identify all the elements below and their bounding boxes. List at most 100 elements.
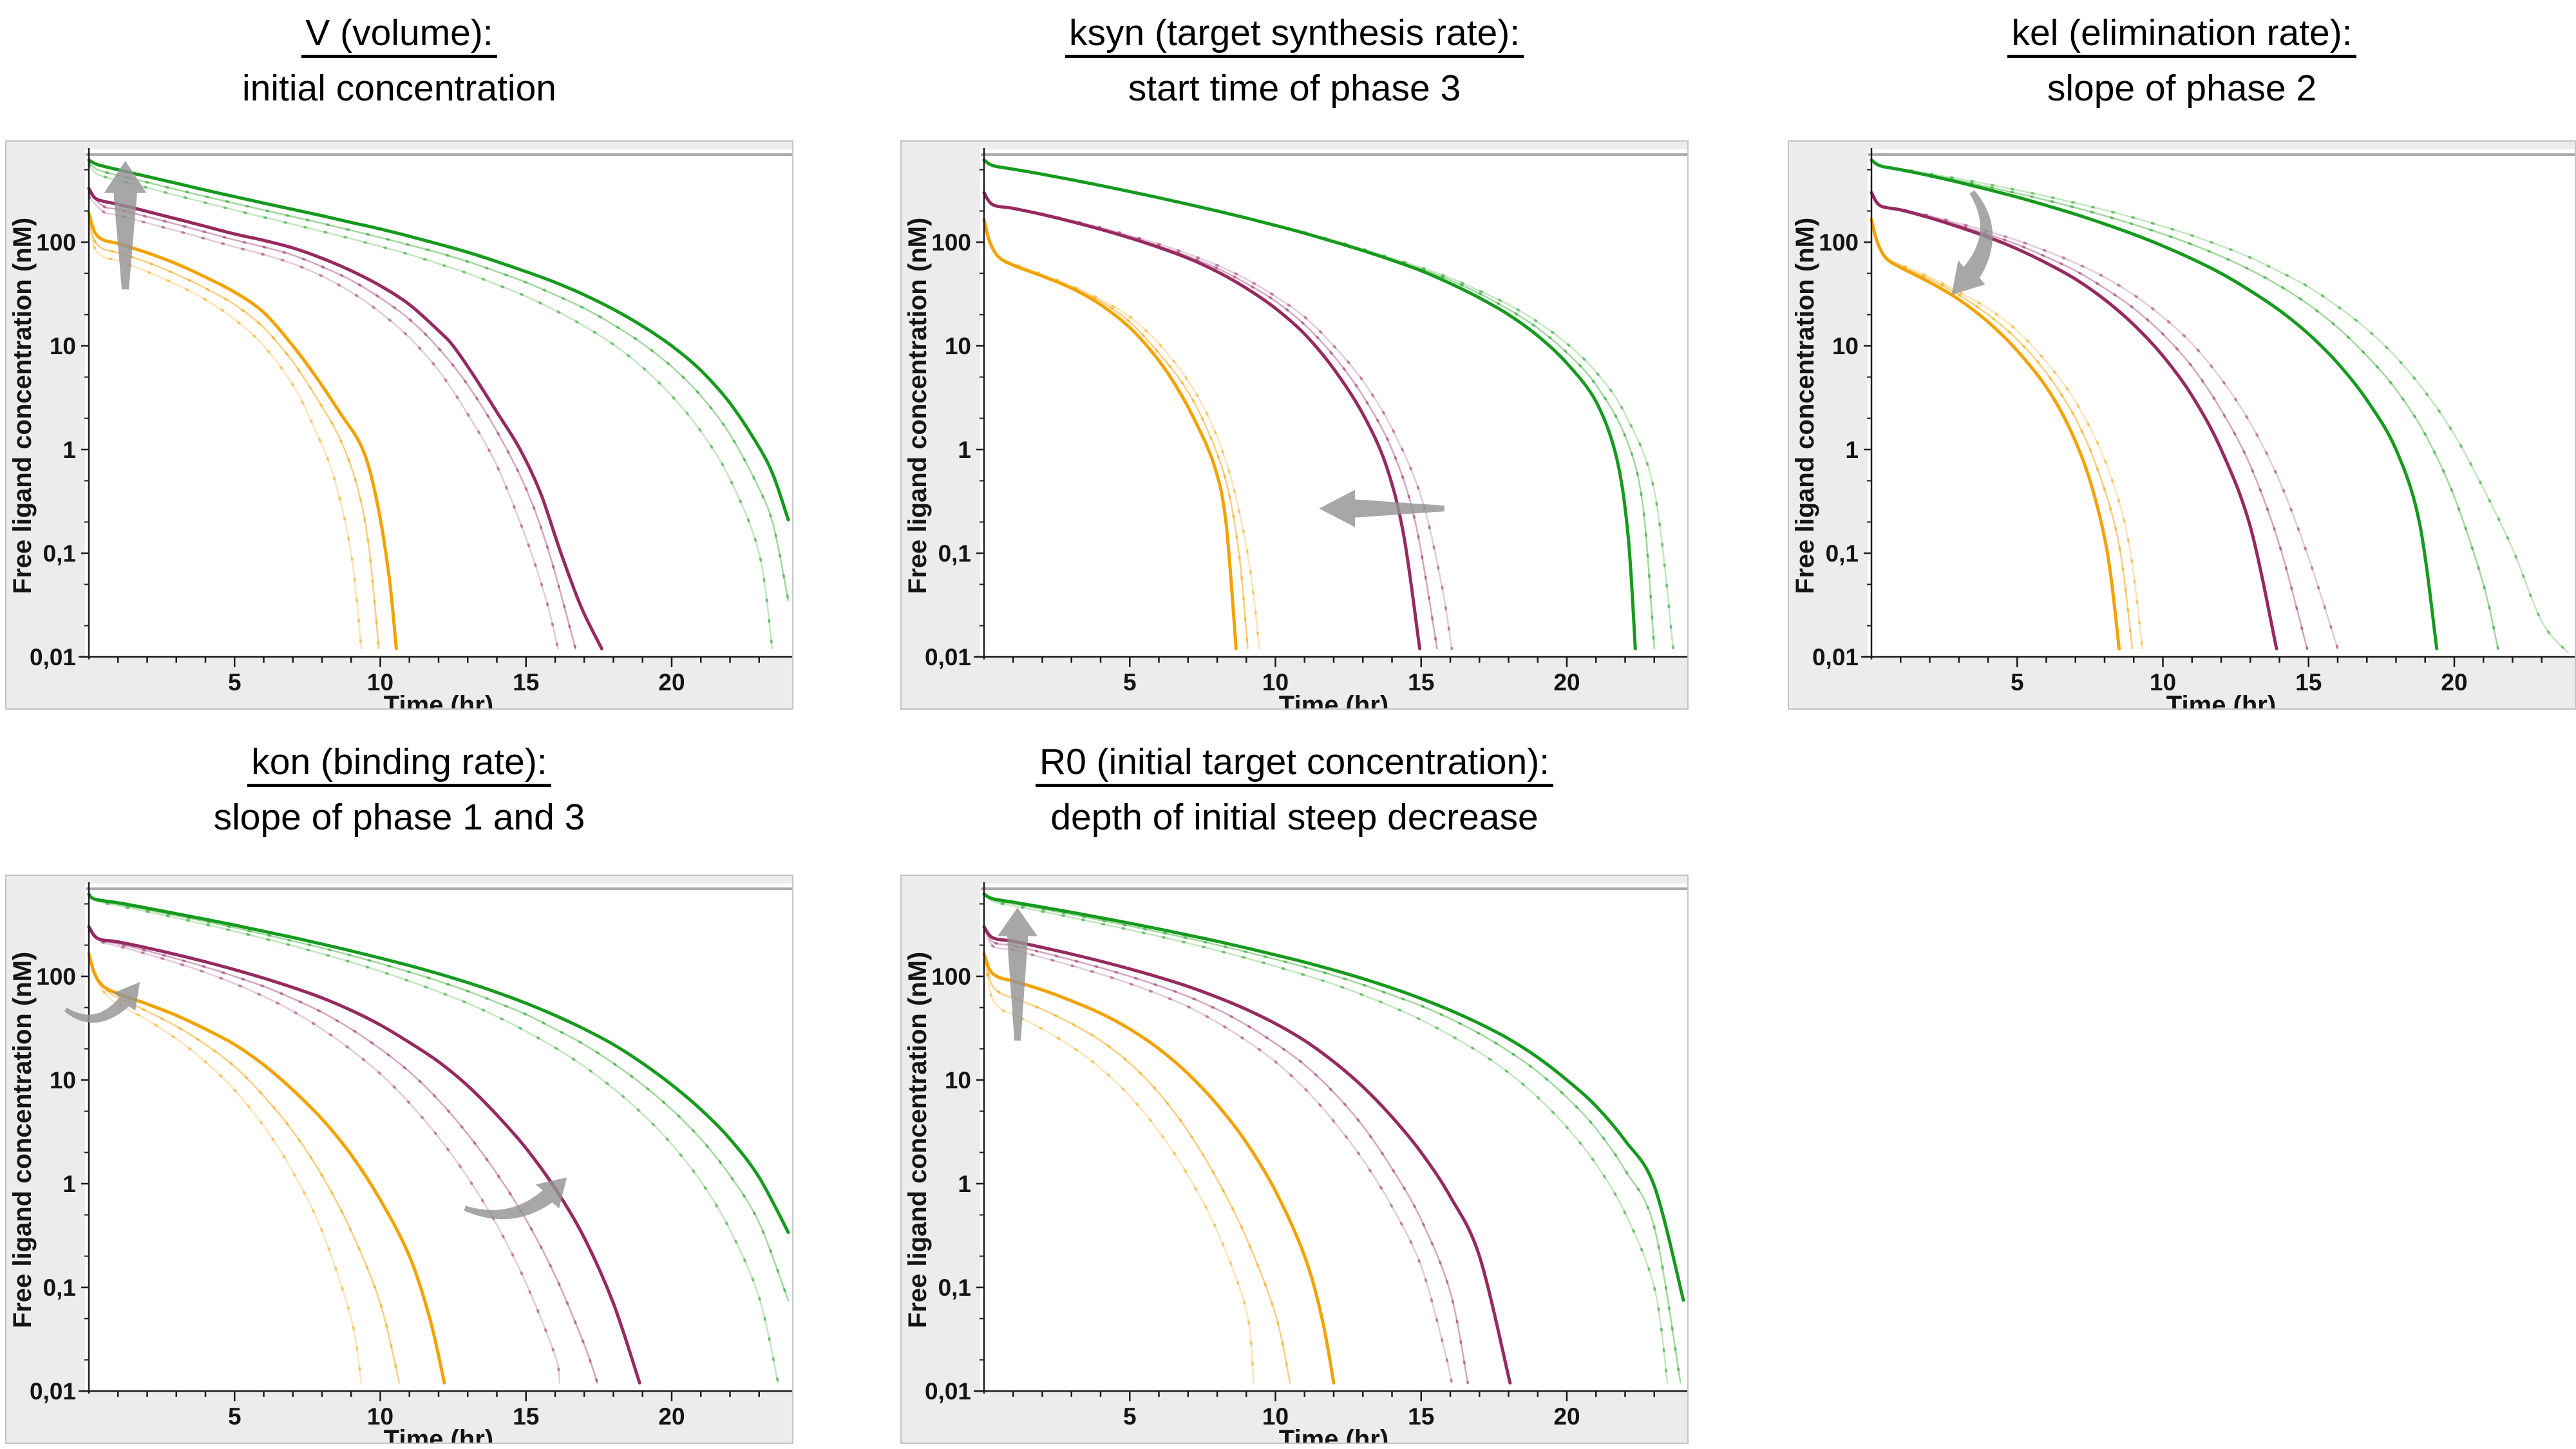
svg-text:0,01: 0,01 — [30, 644, 76, 670]
chart-title-ksyn-line2: start time of phase 3 — [1128, 68, 1461, 109]
svg-text:1: 1 — [958, 1171, 971, 1197]
chart-title-v-line1: V (volume): — [5, 5, 793, 61]
chart-panel-kel: 5 10 15 20 100 10 1 0,1 0,01 Time (hr) Free ligand… — [1788, 140, 2576, 710]
svg-text:100: 100 — [36, 963, 76, 990]
svg-text:10: 10 — [50, 333, 76, 359]
series-green-base — [1870, 158, 2439, 650]
series-orange-base — [982, 218, 1238, 650]
series-green-base — [87, 893, 790, 1234]
series-maroon-variant-2 — [983, 925, 1453, 1384]
series-maroon-base — [87, 187, 603, 650]
series-green-variant-1 — [983, 893, 1681, 1384]
chart-title-kon-line1: kon (binding rate): — [5, 734, 793, 790]
chart-title-ksyn: ksyn (target synthesis rate): start time… — [900, 5, 1689, 116]
svg-text:Free ligand concentration (nM): Free ligand concentration (nM) — [8, 218, 37, 594]
svg-text:20: 20 — [658, 669, 685, 696]
series-maroon-base — [982, 191, 1421, 650]
svg-text:0,01: 0,01 — [925, 644, 971, 670]
chart-title-r0-line1: R0 (initial target concentration): — [900, 734, 1689, 790]
series-orange-variant-1 — [983, 952, 1291, 1384]
chart-title-r0-line2: depth of initial steep decrease — [1050, 797, 1539, 838]
chart-title-kel-line1: kel (elimination rate): — [1788, 5, 2576, 61]
chart-panel-r0: 5 10 15 20 100 10 1 0,1 0,01 Time (hr) Free ligand… — [900, 875, 1689, 1444]
svg-text:5: 5 — [2011, 669, 2024, 696]
svg-text:15: 15 — [513, 669, 539, 696]
series-maroon-base — [982, 925, 1512, 1385]
svg-text:1: 1 — [958, 437, 971, 463]
plot-kon: 5 10 15 20 100 10 1 0,1 0,01 Time (hr) Free ligand… — [8, 882, 792, 1443]
svg-text:0,1: 0,1 — [938, 540, 971, 567]
chart-panel-ksyn: 5 10 15 20 100 10 1 0,1 0,01 Time (hr) Free ligand… — [900, 140, 1689, 710]
svg-text:10: 10 — [1262, 669, 1289, 696]
svg-text:20: 20 — [2441, 669, 2467, 696]
svg-text:Free ligand concentration (nM): Free ligand concentration (nM) — [8, 952, 37, 1328]
svg-text:0,1: 0,1 — [938, 1274, 971, 1301]
svg-text:100: 100 — [36, 229, 76, 256]
svg-text:10: 10 — [945, 333, 971, 359]
series-orange-base — [87, 952, 446, 1385]
svg-text:1: 1 — [62, 1171, 76, 1197]
svg-text:100: 100 — [1819, 229, 1859, 256]
svg-text:10: 10 — [367, 1403, 393, 1430]
chart-title-v-line2: initial concentration — [242, 68, 556, 109]
series-green-base — [982, 893, 1685, 1302]
svg-text:Free ligand concentration (nM): Free ligand concentration (nM) — [904, 952, 932, 1328]
svg-text:0,01: 0,01 — [1812, 644, 1859, 670]
series-orange-base — [1870, 218, 2121, 650]
svg-text:100: 100 — [931, 963, 971, 990]
series-orange-variant-2 — [88, 952, 363, 1384]
svg-text:10: 10 — [945, 1067, 971, 1094]
svg-text:Time (hr): Time (hr) — [384, 1425, 493, 1443]
svg-text:15: 15 — [2295, 669, 2322, 696]
plot-kel: 5 10 15 20 100 10 1 0,1 0,01 Time (hr) Free ligand… — [1791, 148, 2575, 708]
svg-text:10: 10 — [2150, 669, 2176, 696]
series-maroon-variant-2 — [1870, 191, 2339, 650]
chart-panel-kon: 5 10 15 20 100 10 1 0,1 0,01 Time (hr) Free ligand… — [5, 875, 793, 1444]
svg-text:5: 5 — [228, 1403, 242, 1430]
svg-text:10: 10 — [50, 1067, 76, 1094]
svg-text:Free ligand concentration (nM): Free ligand concentration (nM) — [1791, 218, 1819, 594]
chart-title-ksyn-line1: ksyn (target synthesis rate): — [900, 5, 1689, 61]
plot-v: 5 10 15 20 100 10 1 0,1 0,01 Time (hr) Free ligand… — [8, 148, 792, 708]
series-maroon-variant-1 — [983, 925, 1469, 1384]
svg-text:0,1: 0,1 — [1826, 540, 1859, 567]
svg-text:15: 15 — [1408, 669, 1434, 696]
series-orange-variant-2 — [88, 226, 363, 650]
svg-text:100: 100 — [931, 229, 971, 256]
chart-title-kon: kon (binding rate): slope of phase 1 and… — [5, 734, 793, 845]
series-maroon-variant-1 — [88, 925, 598, 1384]
svg-text:15: 15 — [1408, 1403, 1434, 1430]
series-orange-base — [982, 952, 1336, 1385]
svg-text:Free ligand concentration (nM): Free ligand concentration (nM) — [904, 218, 932, 594]
svg-text:0,1: 0,1 — [43, 1274, 76, 1301]
svg-text:15: 15 — [513, 1403, 539, 1430]
series-maroon-base — [1870, 191, 2278, 650]
plot-ksyn: 5 10 15 20 100 10 1 0,1 0,01 Time (hr) Free ligand… — [904, 148, 1687, 708]
chart-panel-v: 5 10 15 20 100 10 1 0,1 0,01 Time (hr) Free ligand… — [5, 140, 793, 710]
series-orange-variant-1 — [88, 220, 380, 650]
series-green-variant-2 — [1870, 159, 2569, 654]
svg-text:10: 10 — [1832, 333, 1859, 359]
series-maroon-variant-2 — [88, 925, 561, 1384]
svg-text:5: 5 — [228, 669, 242, 696]
series-green-variant-1 — [88, 893, 790, 1302]
svg-text:20: 20 — [1553, 1403, 1580, 1430]
svg-text:0,01: 0,01 — [925, 1378, 971, 1405]
chart-title-r0: R0 (initial target concentration): depth… — [900, 734, 1689, 845]
chart-title-kel-line2: slope of phase 2 — [2047, 68, 2317, 109]
chart-title-kon-line2: slope of phase 1 and 3 — [213, 797, 585, 838]
svg-text:1: 1 — [1845, 437, 1859, 463]
svg-text:20: 20 — [658, 1403, 685, 1430]
series-orange-variant-2 — [983, 952, 1255, 1384]
chart-title-kel: kel (elimination rate): slope of phase 2 — [1788, 5, 2576, 116]
series-orange-base — [87, 211, 398, 650]
series-maroon-variant-2 — [88, 196, 559, 650]
plot-r0: 5 10 15 20 100 10 1 0,1 0,01 Time (hr) Free ligand… — [904, 882, 1687, 1443]
svg-text:Time (hr): Time (hr) — [384, 691, 493, 708]
chart-title-v: V (volume): initial concentration — [5, 5, 793, 116]
series-green-base — [982, 158, 1637, 650]
svg-text:0,01: 0,01 — [30, 1378, 76, 1405]
svg-text:1: 1 — [62, 437, 76, 463]
svg-text:Time (hr): Time (hr) — [1279, 1425, 1388, 1443]
